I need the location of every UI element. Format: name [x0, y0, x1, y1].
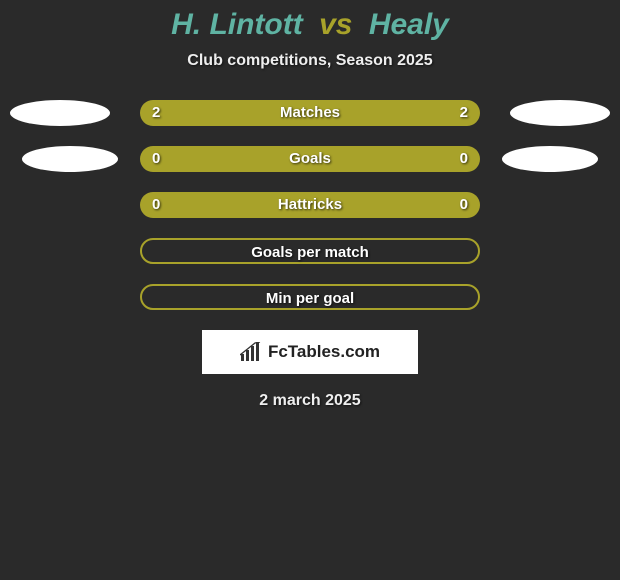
date-label: 2 march 2025 [0, 392, 620, 410]
stat-right-value: 0 [460, 192, 468, 218]
ellipse-left-icon [22, 146, 118, 172]
stat-bar: Goals per match [140, 238, 480, 264]
brand-badge: FcTables.com [202, 330, 418, 374]
stat-label: Matches [140, 100, 480, 126]
stat-right-value: 2 [460, 100, 468, 126]
ellipse-right-icon [502, 146, 598, 172]
vs-label: vs [319, 8, 352, 41]
page-title: H. Lintott vs Healy [0, 0, 620, 42]
stat-rows: 2 Matches 2 0 Goals 0 0 Hattricks 0 [0, 100, 620, 310]
bar-chart-icon [240, 342, 262, 362]
ellipse-left-icon [10, 100, 110, 126]
brand-text: FcTables.com [268, 342, 380, 362]
stat-right-value: 0 [460, 146, 468, 172]
stat-bar: 2 Matches 2 [140, 100, 480, 126]
brand-logo: FcTables.com [240, 342, 380, 362]
ellipse-right-icon [510, 100, 610, 126]
stat-row-matches: 2 Matches 2 [0, 100, 620, 126]
stat-row-goals: 0 Goals 0 [0, 146, 620, 172]
stat-label: Goals per match [142, 240, 478, 266]
stat-bar: 0 Goals 0 [140, 146, 480, 172]
player1-name: H. Lintott [171, 8, 303, 41]
comparison-infographic: H. Lintott vs Healy Club competitions, S… [0, 0, 620, 580]
stat-row-min-per-goal: Min per goal [0, 284, 620, 310]
stat-bar: Min per goal [140, 284, 480, 310]
stat-row-goals-per-match: Goals per match [0, 238, 620, 264]
stat-label: Min per goal [142, 286, 478, 312]
subtitle: Club competitions, Season 2025 [0, 52, 620, 70]
stat-label: Hattricks [140, 192, 480, 218]
stat-label: Goals [140, 146, 480, 172]
stat-bar: 0 Hattricks 0 [140, 192, 480, 218]
player2-name: Healy [369, 8, 449, 41]
stat-row-hattricks: 0 Hattricks 0 [0, 192, 620, 218]
